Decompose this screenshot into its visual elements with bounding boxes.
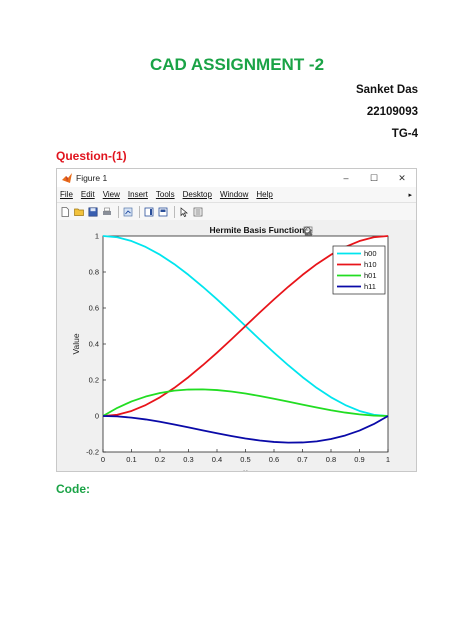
- brush-icon[interactable]: [305, 226, 327, 237]
- legend-label-h10: h10: [364, 260, 377, 269]
- toolbar-separator: [174, 205, 175, 218]
- insert-legend-icon[interactable]: [157, 206, 168, 217]
- document-title: CAD ASSIGNMENT -2: [149, 55, 325, 74]
- question-heading: Question-(1): [56, 149, 127, 163]
- open-icon[interactable]: [73, 206, 84, 217]
- matlab-logo-icon: [62, 173, 72, 183]
- figure-toolbar: [57, 202, 416, 221]
- new-figure-icon[interactable]: [59, 206, 70, 217]
- figure-menubar: File Edit View Insert Tools Desktop Wind…: [57, 187, 416, 202]
- property-editor-icon[interactable]: [192, 206, 203, 217]
- figure-window-title: Figure 1: [76, 173, 108, 183]
- figure-window-screenshot: Figure 1 – ☐ ✕ File Edit View Insert Too…: [56, 168, 417, 472]
- menu-help[interactable]: Help: [256, 190, 273, 199]
- legend-label-h11: h11: [364, 282, 376, 291]
- pan-icon[interactable]: [305, 226, 353, 237]
- legend-label-h00: h00: [364, 249, 377, 258]
- roll-number: 22109093: [366, 106, 418, 118]
- menu-file[interactable]: File: [60, 190, 73, 199]
- hermite-chart: Hermite Basis Function Value u 0 0.1 0.2 0.…: [71, 225, 390, 471]
- y-tick-label: 0.2: [89, 376, 99, 385]
- minimize-button[interactable]: –: [343, 173, 349, 183]
- series-line-h11: [102, 415, 389, 444]
- axes-toolbar: [303, 226, 392, 237]
- data-tips-icon[interactable]: [303, 226, 340, 237]
- x-tick-label: 0: [101, 455, 105, 464]
- close-button[interactable]: ✕: [398, 172, 406, 183]
- plot-area: Hermite Basis Function Value u 0 0.1 0.2 0.…: [57, 220, 416, 471]
- x-tick-label: 0.1: [126, 455, 136, 464]
- code-heading: Code:: [56, 482, 90, 496]
- insert-colorbar-icon[interactable]: [143, 206, 154, 217]
- x-tick-label: 1: [386, 455, 390, 464]
- x-tick-label: 0.8: [326, 455, 336, 464]
- x-tick-label: 0.5: [240, 455, 250, 464]
- y-axis-label: Value: [71, 333, 81, 354]
- y-tick-label: 0.8: [89, 268, 99, 277]
- pointer-icon[interactable]: [178, 206, 189, 217]
- y-tick-label: 0: [95, 412, 99, 421]
- y-tick-label: -0.2: [86, 448, 99, 457]
- x-tick-label: 0.2: [155, 455, 165, 464]
- figure-titlebar: Figure 1 – ☐ ✕: [57, 169, 416, 187]
- menu-desktop[interactable]: Desktop: [182, 190, 212, 199]
- link-plot-icon[interactable]: [122, 206, 133, 217]
- toolbar-separator: [139, 205, 140, 218]
- group-label: TG-4: [391, 128, 418, 140]
- x-axis-label: u: [243, 467, 248, 471]
- x-tick-label: 0.6: [269, 455, 279, 464]
- author-name: Sanket Das: [355, 84, 418, 96]
- print-icon[interactable]: [101, 206, 112, 217]
- menu-view[interactable]: View: [102, 190, 120, 199]
- zoom-in-icon[interactable]: [303, 226, 366, 237]
- y-tick-label: 1: [95, 232, 99, 241]
- series-line-h01: [102, 388, 389, 417]
- chart-title: Hermite Basis Function: [210, 225, 305, 235]
- menu-overflow-icon[interactable]: ▸: [408, 191, 412, 199]
- home-icon[interactable]: [303, 226, 392, 237]
- menu-tools[interactable]: Tools: [155, 190, 175, 199]
- x-tick-label: 0.7: [297, 455, 307, 464]
- x-tick-label: 0.3: [183, 455, 193, 464]
- save-icon[interactable]: [87, 206, 98, 217]
- zoom-out-icon[interactable]: [303, 226, 379, 237]
- y-tick-label: 0.4: [89, 340, 99, 349]
- maximize-button[interactable]: ☐: [369, 172, 379, 183]
- y-tick-label: 0.6: [89, 304, 99, 313]
- menu-window[interactable]: Window: [219, 190, 249, 199]
- toolbar-separator: [118, 205, 119, 218]
- menu-insert[interactable]: Insert: [127, 190, 148, 199]
- menu-edit[interactable]: Edit: [80, 190, 95, 199]
- x-tick-label: 0.4: [212, 455, 222, 464]
- legend-label-h01: h01: [364, 271, 377, 280]
- x-tick-label: 0.9: [354, 455, 364, 464]
